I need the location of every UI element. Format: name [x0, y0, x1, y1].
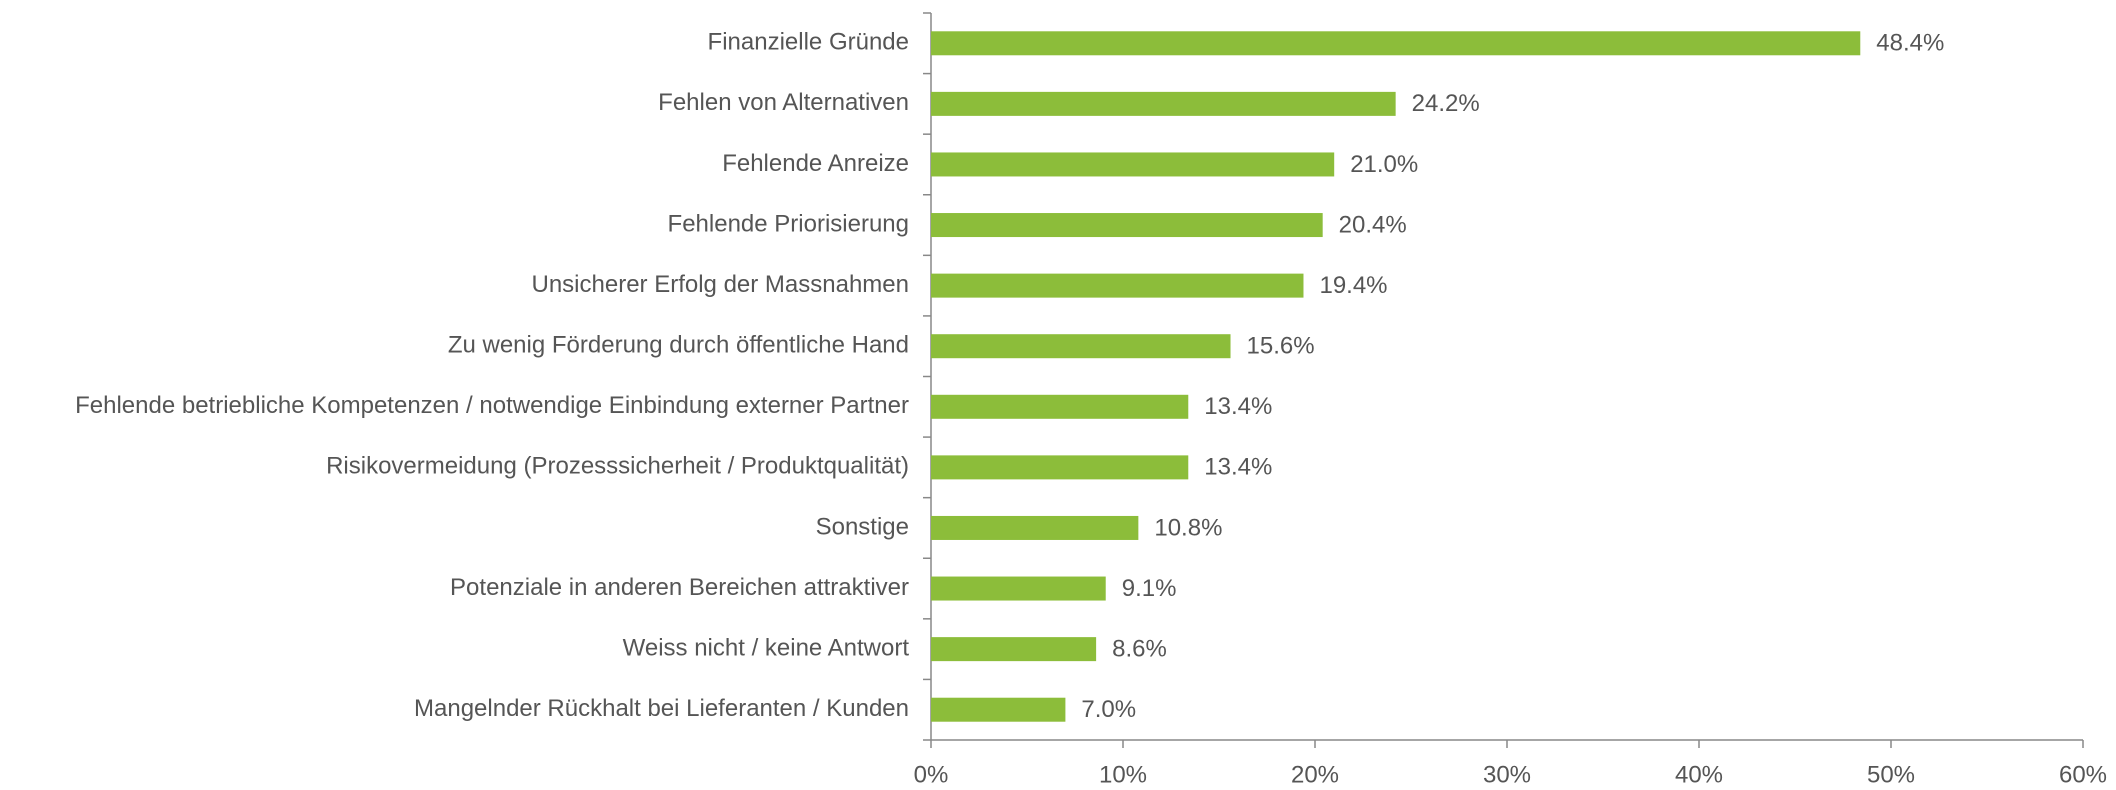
bar: [931, 637, 1097, 662]
bar: [931, 515, 1139, 540]
value-label: 20.4%: [1339, 211, 1407, 238]
bar: [931, 152, 1335, 177]
value-label: 13.4%: [1204, 393, 1272, 420]
value-label: 13.4%: [1204, 454, 1272, 481]
y-tick-label: Zu wenig Förderung durch öffentliche Han…: [448, 332, 909, 359]
x-tick-label: 50%: [1867, 761, 1915, 785]
x-tick-label: 40%: [1675, 761, 1723, 785]
value-label: 9.1%: [1122, 575, 1177, 602]
x-tick-label: 20%: [1291, 761, 1339, 785]
y-tick-label: Risikovermeidung (Prozesssicherheit / Pr…: [326, 453, 909, 480]
y-tick-label: Fehlende Anreize: [722, 150, 909, 177]
y-tick-label: Fehlende Priorisierung: [668, 210, 909, 237]
bar: [931, 455, 1189, 480]
value-label: 15.6%: [1247, 333, 1315, 360]
value-label: 21.0%: [1350, 151, 1418, 178]
y-tick-label: Potenziale in anderen Bereichen attrakti…: [450, 574, 909, 601]
bar: [931, 697, 1066, 722]
y-tick-label: Mangelnder Rückhalt bei Lieferanten / Ku…: [414, 695, 909, 722]
x-tick-label: 60%: [2059, 761, 2107, 785]
bar: [931, 576, 1106, 601]
value-label: 48.4%: [1876, 30, 1944, 57]
bar: [931, 31, 1861, 56]
bar: [931, 273, 1304, 298]
bar: [931, 213, 1323, 238]
value-label: 19.4%: [1319, 272, 1387, 299]
y-tick-label: Fehlende betriebliche Kompetenzen / notw…: [75, 392, 909, 419]
x-tick-label: 10%: [1099, 761, 1147, 785]
x-tick-label: 30%: [1483, 761, 1531, 785]
bar: [931, 334, 1231, 359]
bar: [931, 394, 1189, 419]
x-tick-label: 0%: [914, 761, 949, 785]
y-tick-label: Finanzielle Gründe: [708, 29, 909, 56]
value-label: 24.2%: [1412, 90, 1480, 117]
value-label: 8.6%: [1112, 635, 1167, 662]
value-label: 7.0%: [1081, 696, 1136, 723]
y-tick-label: Weiss nicht / keine Antwort: [623, 634, 910, 661]
y-tick-label: Sonstige: [816, 513, 909, 540]
bar: [931, 91, 1396, 116]
y-tick-label: Fehlen von Alternativen: [658, 89, 909, 116]
y-tick-label: Unsicherer Erfolg der Massnahmen: [532, 271, 910, 298]
value-label: 10.8%: [1154, 514, 1222, 541]
